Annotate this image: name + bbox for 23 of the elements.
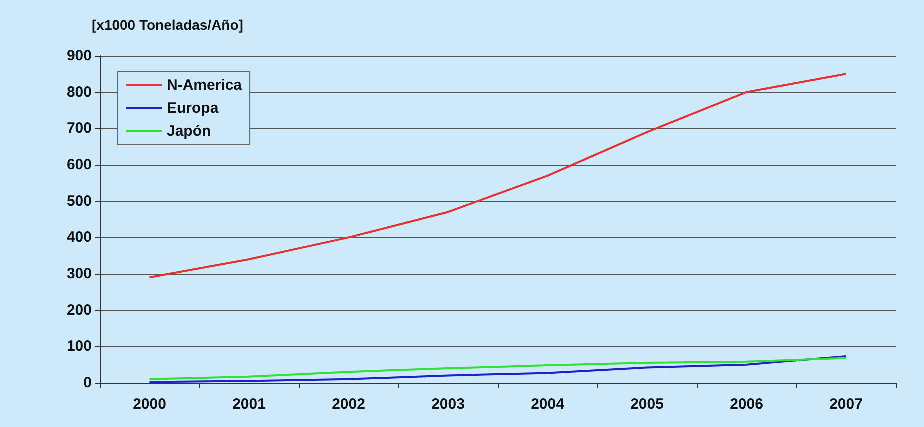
x-tick-label: 2004 xyxy=(531,396,566,413)
x-tick-label: 2001 xyxy=(232,396,266,413)
y-tick-label: 800 xyxy=(66,84,92,101)
x-tick-label: 2000 xyxy=(133,396,166,413)
y-tick-label: 100 xyxy=(66,338,92,356)
y-tick-label: 400 xyxy=(66,229,92,246)
x-tick-label: 2005 xyxy=(630,396,664,413)
y-tick-label: 600 xyxy=(66,156,92,174)
x-tick-label: 2006 xyxy=(730,396,764,413)
y-tick-label: 700 xyxy=(66,120,92,138)
line-series xyxy=(148,73,848,279)
y-tick-label: 200 xyxy=(66,302,92,319)
y-tick-label: 0 xyxy=(84,374,92,392)
x-tick-label: 2002 xyxy=(332,396,366,413)
legend-label: Japón xyxy=(167,123,212,140)
x-tick-label: 2003 xyxy=(432,396,465,413)
y-tick-label: 900 xyxy=(66,48,92,64)
y-axis-title: [x1000 Toneladas/Año] xyxy=(92,17,244,33)
x-tick-label: 2007 xyxy=(830,396,863,413)
y-tick-label: 500 xyxy=(66,192,92,210)
legend-label: Europa xyxy=(167,100,220,117)
legend-label: N-America xyxy=(167,77,243,94)
y-tick-label: 300 xyxy=(66,266,92,282)
